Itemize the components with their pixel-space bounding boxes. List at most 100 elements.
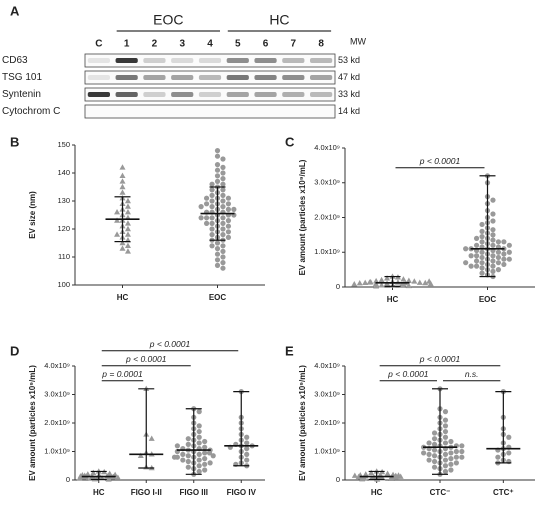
data-point bbox=[395, 279, 401, 284]
data-point bbox=[175, 443, 180, 448]
data-point bbox=[443, 435, 448, 440]
y-tick-label: 140 bbox=[57, 168, 70, 177]
data-point bbox=[209, 182, 214, 187]
data-point bbox=[448, 450, 453, 455]
data-point bbox=[209, 226, 214, 231]
data-point bbox=[474, 236, 479, 241]
data-point bbox=[443, 409, 448, 414]
data-point bbox=[209, 221, 214, 226]
data-point bbox=[474, 243, 479, 248]
data-point bbox=[209, 187, 214, 192]
data-point bbox=[90, 470, 96, 475]
band bbox=[227, 75, 249, 80]
lane-label: 7 bbox=[291, 39, 297, 50]
data-point bbox=[120, 173, 126, 178]
y-tick-label: 0 bbox=[336, 282, 340, 291]
data-point bbox=[506, 435, 511, 440]
data-point bbox=[226, 196, 231, 201]
data-point bbox=[220, 249, 225, 254]
y-axis-title: EV amount (particles x10⁹/mL) bbox=[298, 159, 307, 275]
data-point bbox=[501, 257, 506, 262]
band bbox=[171, 75, 193, 80]
panel-label: D bbox=[10, 343, 19, 358]
panel-label: A bbox=[10, 3, 20, 18]
band bbox=[254, 92, 276, 97]
mw-label: 14 kd bbox=[338, 106, 360, 116]
y-tick-label: 2.0x10⁹ bbox=[44, 418, 70, 427]
y-tick-label: 1.0x10⁹ bbox=[314, 247, 340, 256]
band bbox=[282, 75, 304, 80]
data-point bbox=[220, 266, 225, 271]
data-point bbox=[220, 226, 225, 231]
significance-label: p < 0.0001 bbox=[125, 354, 167, 364]
band bbox=[88, 75, 110, 80]
data-point bbox=[186, 459, 191, 464]
data-point bbox=[501, 262, 506, 267]
data-point bbox=[432, 442, 437, 447]
data-point bbox=[220, 221, 225, 226]
band bbox=[143, 75, 165, 80]
band bbox=[143, 58, 165, 63]
data-point bbox=[479, 260, 484, 265]
data-point bbox=[202, 439, 207, 444]
data-point bbox=[215, 246, 220, 251]
data-point bbox=[432, 447, 437, 452]
data-point bbox=[501, 251, 506, 256]
mw-label: 53 kd bbox=[338, 55, 360, 65]
blot-strip bbox=[85, 105, 335, 118]
data-point bbox=[448, 439, 453, 444]
data-point bbox=[469, 253, 474, 258]
data-point bbox=[459, 443, 464, 448]
data-point bbox=[479, 222, 484, 227]
group-label: HC bbox=[269, 12, 289, 28]
data-point bbox=[215, 179, 220, 184]
data-point bbox=[463, 260, 468, 265]
data-point bbox=[220, 243, 225, 248]
band bbox=[171, 92, 193, 97]
data-point bbox=[417, 279, 423, 284]
data-point bbox=[220, 232, 225, 237]
lane-label: C bbox=[95, 39, 102, 50]
x-tick-label: EOC bbox=[209, 293, 227, 302]
x-tick-label: CTC⁻ bbox=[430, 488, 451, 497]
data-point bbox=[490, 237, 495, 242]
data-point bbox=[459, 449, 464, 454]
band bbox=[116, 75, 138, 80]
y-tick-label: 3.0x10⁹ bbox=[44, 389, 70, 398]
data-point bbox=[186, 453, 191, 458]
data-point bbox=[215, 252, 220, 257]
y-tick-label: 2.0x10⁹ bbox=[314, 418, 340, 427]
data-point bbox=[120, 189, 126, 194]
data-point bbox=[496, 239, 501, 244]
data-point bbox=[507, 257, 512, 262]
band bbox=[199, 58, 221, 63]
data-point bbox=[114, 217, 120, 222]
band bbox=[310, 75, 332, 80]
data-point bbox=[443, 452, 448, 457]
data-point bbox=[432, 465, 437, 470]
row-label: TSG 101 bbox=[2, 72, 42, 83]
data-point bbox=[443, 423, 448, 428]
data-point bbox=[125, 203, 131, 208]
y-tick-label: 0 bbox=[336, 475, 340, 484]
band bbox=[227, 58, 249, 63]
band bbox=[116, 92, 138, 97]
data-point bbox=[226, 229, 231, 234]
data-point bbox=[411, 278, 417, 283]
data-point bbox=[125, 226, 131, 231]
data-point bbox=[204, 201, 209, 206]
data-point bbox=[244, 435, 249, 440]
row-label: CD63 bbox=[2, 55, 28, 66]
data-point bbox=[202, 462, 207, 467]
data-point bbox=[454, 460, 459, 465]
data-point bbox=[215, 162, 220, 167]
data-point bbox=[443, 457, 448, 462]
data-point bbox=[138, 453, 144, 458]
data-point bbox=[226, 224, 231, 229]
data-point bbox=[199, 215, 204, 220]
panel-label: E bbox=[285, 343, 294, 358]
x-tick-label: FIGO III bbox=[180, 488, 208, 497]
data-point bbox=[199, 204, 204, 209]
data-point bbox=[479, 271, 484, 276]
lane-label: 1 bbox=[124, 39, 130, 50]
